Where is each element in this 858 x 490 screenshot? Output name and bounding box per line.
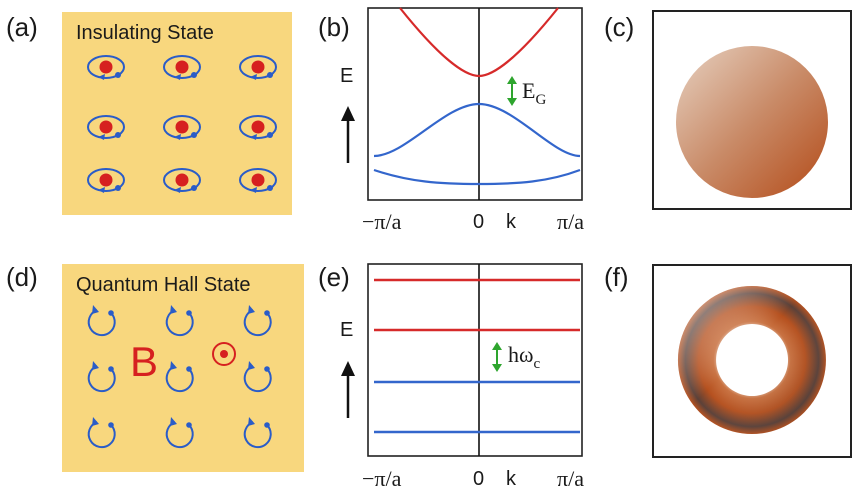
electron-orbit-icon xyxy=(239,55,277,81)
insulating-state-panel: Insulating State xyxy=(62,12,292,215)
cyclotron-energy-label: hωc xyxy=(508,342,540,372)
panel-label-b: (b) xyxy=(318,12,350,42)
valence-band-upper xyxy=(373,102,581,158)
field-dot-icon xyxy=(212,342,236,366)
cyclotron-orbit-icon xyxy=(243,416,272,449)
atomic-orbit-grid xyxy=(87,55,277,194)
torus-icon xyxy=(677,286,826,434)
k-axis-label: k xyxy=(506,211,517,233)
cyclotron-orbit-icon xyxy=(165,360,194,393)
k-axis-label: k xyxy=(506,468,517,490)
landau-levels: E hωc −π/a 0 k π/a xyxy=(340,263,584,490)
tick-zero: 0 xyxy=(473,468,484,490)
panel-label-e: (e) xyxy=(318,262,350,292)
gap-arrowhead-up xyxy=(492,342,502,350)
tick-minus-pi-a: −π/a xyxy=(362,466,402,490)
energy-axis-label: E xyxy=(340,319,353,341)
panel-label-a: (a) xyxy=(6,12,38,42)
electron-orbit-icon xyxy=(163,168,201,194)
sphere-icon xyxy=(676,46,828,198)
panel-label-f: (f) xyxy=(604,262,629,292)
electron-orbit-icon xyxy=(87,115,125,141)
cyclotron-orbit-icon xyxy=(87,360,116,393)
band-plot-frame xyxy=(367,7,583,201)
torus-frame xyxy=(652,264,852,458)
gap-arrowhead-down xyxy=(492,364,502,372)
tick-pi-a: π/a xyxy=(557,466,584,490)
cyclotron-orbit-grid: B xyxy=(87,304,272,449)
cyclotron-orbit-icon xyxy=(165,304,194,337)
energy-axis-arrowhead xyxy=(341,361,355,376)
band-structure-insulator: E EG −π/a 0 k π/a xyxy=(340,7,584,234)
energy-axis-arrowhead xyxy=(341,106,355,121)
cyclotron-orbit-icon xyxy=(87,416,116,449)
cyclotron-orbit-icon xyxy=(87,304,116,337)
quantum-hall-panel: Quantum Hall State B xyxy=(62,264,304,472)
electron-orbit-icon xyxy=(87,55,125,81)
electron-orbit-icon xyxy=(239,168,277,194)
tick-minus-pi-a: −π/a xyxy=(362,209,402,234)
cyclotron-orbit-icon xyxy=(243,304,272,337)
valence-band-lower xyxy=(373,168,581,186)
sphere-frame xyxy=(652,10,852,210)
electron-orbit-icon xyxy=(163,55,201,81)
magnetic-field-label: B xyxy=(130,338,158,385)
energy-gap-label: EG xyxy=(522,78,546,108)
electron-orbit-icon xyxy=(239,115,277,141)
panel-label-d: (d) xyxy=(6,262,38,292)
panel-title-insulating: Insulating State xyxy=(76,22,214,44)
conduction-band xyxy=(399,7,559,78)
gap-arrowhead-down xyxy=(507,98,517,106)
energy-axis-label: E xyxy=(340,65,353,87)
tick-pi-a: π/a xyxy=(557,209,584,234)
electron-orbit-icon xyxy=(87,168,125,194)
tick-zero: 0 xyxy=(473,211,484,233)
gap-arrowhead-up xyxy=(507,76,517,84)
panel-label-c: (c) xyxy=(604,12,635,42)
cyclotron-orbit-icon xyxy=(165,416,194,449)
landau-plot-frame xyxy=(367,263,583,457)
electron-orbit-icon xyxy=(163,115,201,141)
cyclotron-orbit-icon xyxy=(243,360,272,393)
panel-title-quantum-hall: Quantum Hall State xyxy=(76,274,251,296)
